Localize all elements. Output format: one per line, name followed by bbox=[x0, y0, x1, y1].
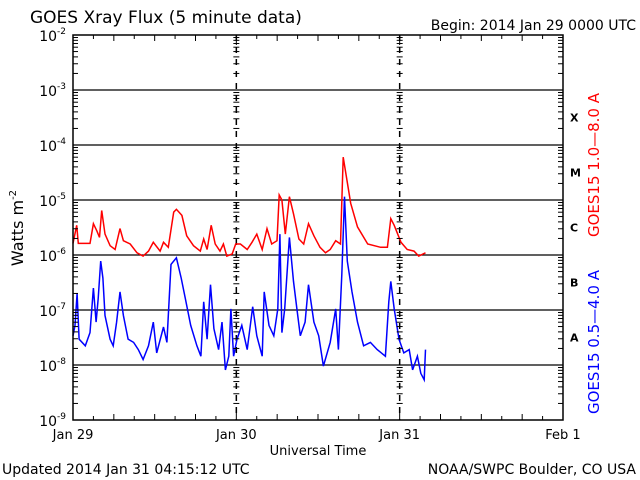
y-axis-label: Watts m-2 bbox=[8, 190, 27, 266]
axis-ticks bbox=[72, 35, 564, 421]
series-line-short-channel bbox=[72, 196, 427, 383]
flare-class-labels: X M C B A bbox=[570, 112, 581, 345]
x-axis-label: Universal Time bbox=[270, 444, 367, 459]
x-tick-labels: Jan 29 Jan 30 Jan 31 Feb 1 bbox=[52, 428, 581, 443]
y-tick-labels: 10-2 10-3 10-4 10-5 10-6 10-7 10-8 10-9 bbox=[39, 27, 66, 430]
flare-class-C: C bbox=[570, 222, 578, 235]
y-tick-label: 10-5 bbox=[39, 192, 66, 210]
series-line-long-channel bbox=[72, 156, 426, 258]
plot-frame bbox=[72, 34, 564, 421]
y-tick-label: 10-3 bbox=[39, 82, 66, 100]
credit-label: NOAA/SWPC Boulder, CO USA bbox=[428, 462, 637, 478]
y-tick-label: 10-2 bbox=[39, 27, 66, 45]
series-group bbox=[72, 156, 427, 383]
x-tick-label: Jan 29 bbox=[52, 428, 94, 443]
updated-timestamp: Updated 2014 Jan 31 04:15:12 UTC bbox=[2, 462, 250, 478]
flare-class-X: X bbox=[570, 112, 579, 125]
y-tick-label: 10-6 bbox=[39, 247, 66, 265]
begin-label: Begin: 2014 Jan 29 0000 UTC bbox=[431, 18, 636, 34]
legend-short-channel: GOES15 0.5—4.0 A bbox=[585, 269, 603, 414]
x-tick-label: Feb 1 bbox=[545, 428, 580, 443]
chart-title: GOES Xray Flux (5 minute data) bbox=[30, 8, 302, 28]
legend-long-channel: GOES15 1.0—8.0 A bbox=[585, 92, 603, 237]
flare-class-M: M bbox=[570, 167, 581, 180]
y-tick-label: 10-8 bbox=[39, 357, 66, 375]
x-tick-label: Jan 30 bbox=[215, 428, 257, 443]
flare-class-B: B bbox=[570, 277, 578, 290]
grid-lines bbox=[73, 35, 563, 420]
x-tick-label: Jan 31 bbox=[378, 428, 420, 443]
y-tick-label: 10-9 bbox=[39, 412, 66, 430]
flare-class-A: A bbox=[570, 332, 579, 345]
y-tick-label: 10-4 bbox=[39, 137, 66, 155]
y-tick-label: 10-7 bbox=[39, 302, 66, 320]
